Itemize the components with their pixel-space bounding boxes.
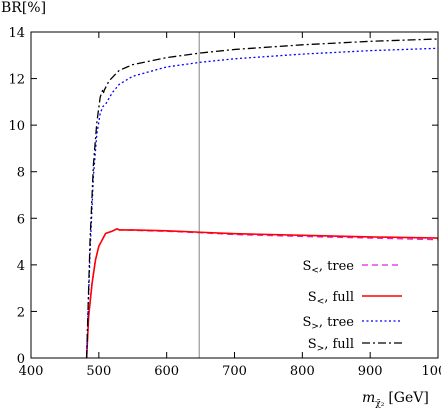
x-tick-label: 900 bbox=[358, 364, 383, 379]
x-tick-label: 600 bbox=[154, 364, 179, 379]
y-tick-label: 4 bbox=[17, 259, 25, 274]
x-axis-title-unit: [GeV] bbox=[388, 390, 429, 406]
series-line-1 bbox=[85, 227, 439, 359]
x-axis-title-subscript: χ̃₂ bbox=[375, 398, 384, 409]
x-tick-label: 500 bbox=[86, 364, 111, 379]
x-tick-label: 700 bbox=[222, 364, 247, 379]
legend-label-1: S<, full bbox=[308, 290, 354, 307]
y-axis-title: BR[%] bbox=[1, 0, 46, 16]
legend-label-2: S>, tree bbox=[302, 315, 354, 332]
y-tick-label: 0 bbox=[17, 352, 25, 367]
y-tick-label: 10 bbox=[8, 119, 25, 134]
x-axis: 400 500 600 700 800 900 1000 bbox=[19, 32, 441, 379]
series-line-3 bbox=[85, 38, 439, 359]
series-line-0 bbox=[85, 228, 439, 359]
series-layer bbox=[85, 38, 439, 359]
y-axis: 0 2 4 6 8 10 12 14 bbox=[8, 26, 438, 367]
x-tick-label: 400 bbox=[19, 364, 44, 379]
x-axis-title: mχ̃₂ [GeV] bbox=[362, 390, 429, 409]
y-tick-label: 2 bbox=[17, 305, 25, 320]
y-tick-label: 12 bbox=[8, 73, 25, 88]
legend: S<, tree S<, full S>, tree S>, full bbox=[302, 259, 402, 354]
legend-label-0: S<, tree bbox=[302, 259, 354, 276]
series-line-2 bbox=[85, 47, 439, 359]
x-axis-title-main: m bbox=[362, 390, 375, 406]
legend-label-3: S>, full bbox=[308, 337, 354, 354]
x-tick-label: 800 bbox=[290, 364, 315, 379]
y-tick-label: 6 bbox=[17, 212, 25, 227]
y-tick-label: 8 bbox=[17, 166, 25, 181]
y-tick-label: 14 bbox=[8, 26, 25, 41]
x-tick-label: 1000 bbox=[421, 364, 441, 379]
